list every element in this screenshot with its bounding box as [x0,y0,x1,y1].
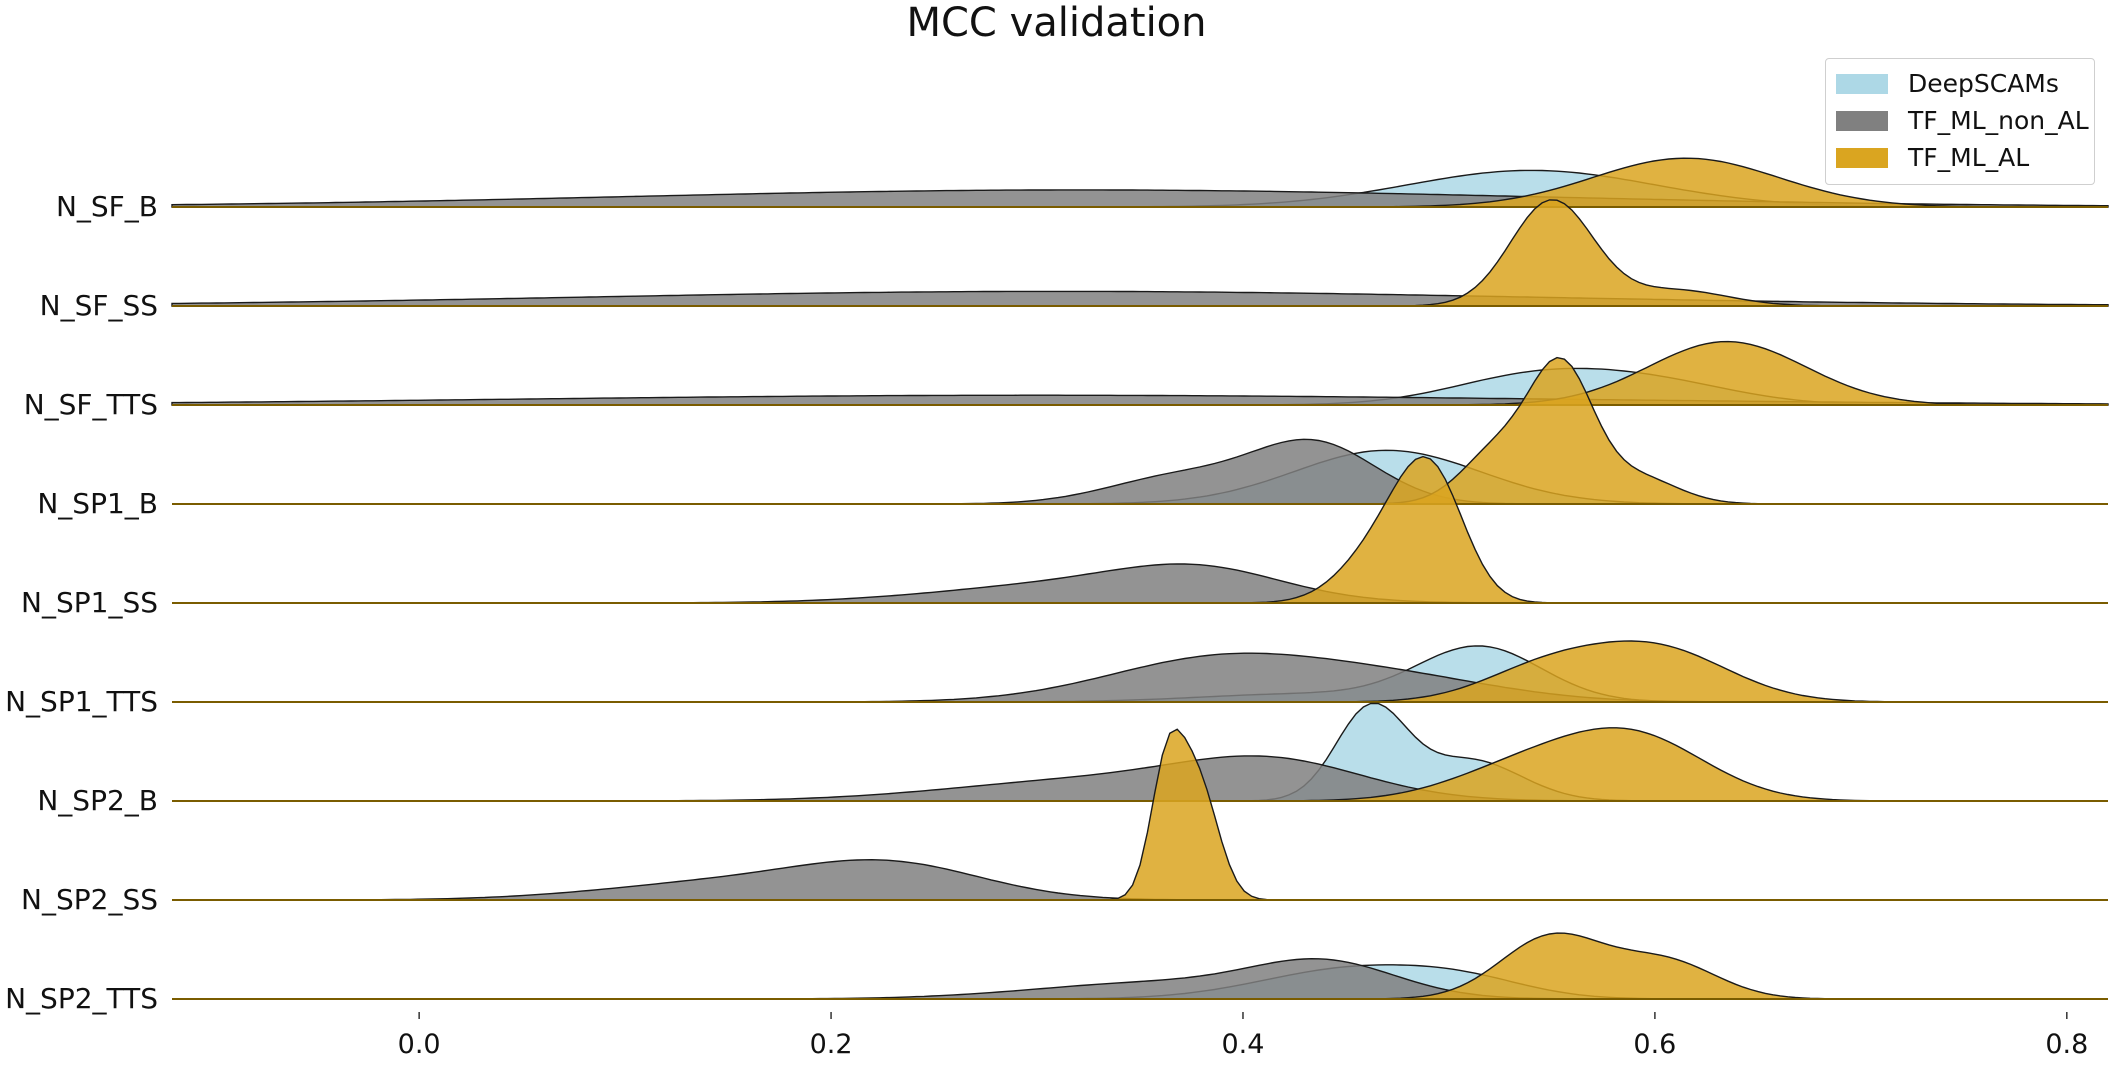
density-tf-ml-al-n-sp2-ss [172,728,2108,901]
legend-item-deepscams: DeepSCAMs [1836,65,2084,102]
ridge-row-n-sp2-ss [172,728,2108,901]
legend-swatch [1836,73,1888,94]
row-label: N_SF_SS [40,289,158,322]
x-tick-label: 0.2 [810,1029,853,1060]
density-tf-ml-non-al-n-sp2-tts [172,957,2108,1000]
density-tf-ml-non-al-n-sp1-ss [172,563,2108,604]
legend-item-tf-ml-non-al: TF_ML_non_AL [1836,102,2089,139]
row-label: N_SF_B [56,190,158,223]
ridge-row-n-sf-ss [171,199,2109,307]
row-labels-group: N_SF_B N_SF_SS N_SF_TTS N_SP1_B N_SP1_SS N_SP… [5,190,158,1015]
ridge-row-n-sf-b [171,157,2109,208]
row-label: N_SP1_TTS [5,685,158,718]
legend: DeepSCAMs TF_ML_non_AL TF_ML_AL [1825,58,2095,185]
x-tick-label: 0.0 [398,1029,441,1060]
x-tick-label: 0.8 [2045,1029,2088,1060]
row-label: N_SF_TTS [24,388,158,421]
ridge-row-n-sp1-b [172,356,2108,505]
density-tf-ml-al-n-sf-ss [172,199,2108,307]
density-tf-ml-non-al-n-sf-ss [171,290,2109,307]
row-label: N_SP1_B [37,487,158,520]
row-label: N_SP2_TTS [5,982,158,1015]
row-label: N_SP1_SS [21,586,158,619]
chart-title: MCC validation [906,0,1207,46]
density-tf-ml-non-al-n-sp1-tts [172,652,2108,703]
x-tick-label: 0.6 [1633,1029,1676,1060]
density-tf-ml-non-al-n-sp2-b [172,755,2108,802]
legend-item-tf-ml-al: TF_ML_AL [1836,139,2084,176]
legend-label: TF_ML_AL [1908,143,2030,172]
ridges-group [171,157,2109,1000]
legend-swatch [1836,110,1888,131]
x-axis: 0.0 0.2 0.4 0.6 0.8 [398,1012,2088,1060]
ridge-row-n-sp1-tts [172,640,2108,703]
row-label: N_SP2_SS [21,883,158,916]
ridge-row-n-sf-tts [171,340,2109,406]
ridge-row-n-sp2-tts [172,932,2108,1000]
ridge-row-n-sp2-b [172,702,2108,802]
density-tf-ml-non-al-n-sp1-b [172,438,2108,505]
ridge-row-n-sp1-ss [172,455,2108,604]
legend-label: TF_ML_non_AL [1908,106,2089,135]
row-label: N_SP2_B [37,784,158,817]
legend-label: DeepSCAMs [1908,69,2059,98]
x-tick-label: 0.4 [1222,1029,1265,1060]
legend-swatch [1836,147,1888,168]
